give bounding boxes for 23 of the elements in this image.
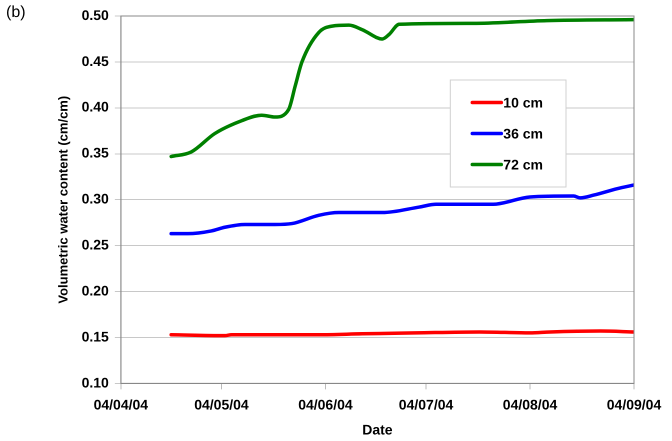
legend-label: 36 cm bbox=[503, 125, 544, 142]
legend-label: 72 cm bbox=[503, 156, 544, 172]
line-series bbox=[169, 183, 634, 236]
y-tick-label: 0.10 bbox=[82, 374, 110, 390]
y-tick-label: 0.50 bbox=[82, 6, 110, 23]
x-tick-label: 04/04/04 bbox=[94, 396, 148, 413]
y-tick-label: 0.25 bbox=[82, 236, 110, 252]
x-tick-label: 04/06/04 bbox=[298, 396, 353, 413]
x-tick-label: 04/09/04 bbox=[606, 396, 662, 413]
y-tick-label: 0.15 bbox=[82, 328, 110, 344]
y-tick-label: 0.30 bbox=[82, 190, 110, 207]
y-tick-label: 0.20 bbox=[82, 282, 110, 298]
y-axis-title: Volumetric water content (cm/cm) bbox=[55, 96, 70, 304]
x-tick-label: 04/05/04 bbox=[194, 396, 249, 413]
y-tick-label: 0.45 bbox=[82, 52, 110, 69]
text: (b) bbox=[6, 4, 26, 22]
x-axis-title: Date bbox=[362, 421, 393, 438]
y-tick-label: 0.35 bbox=[82, 144, 110, 161]
y-tick-label: 0.40 bbox=[82, 98, 110, 115]
x-tick-label: 04/08/04 bbox=[502, 396, 558, 413]
x-tick-label: 04/07/04 bbox=[398, 396, 454, 413]
line-series bbox=[169, 18, 634, 158]
legend-label: 10 cm bbox=[503, 94, 544, 110]
